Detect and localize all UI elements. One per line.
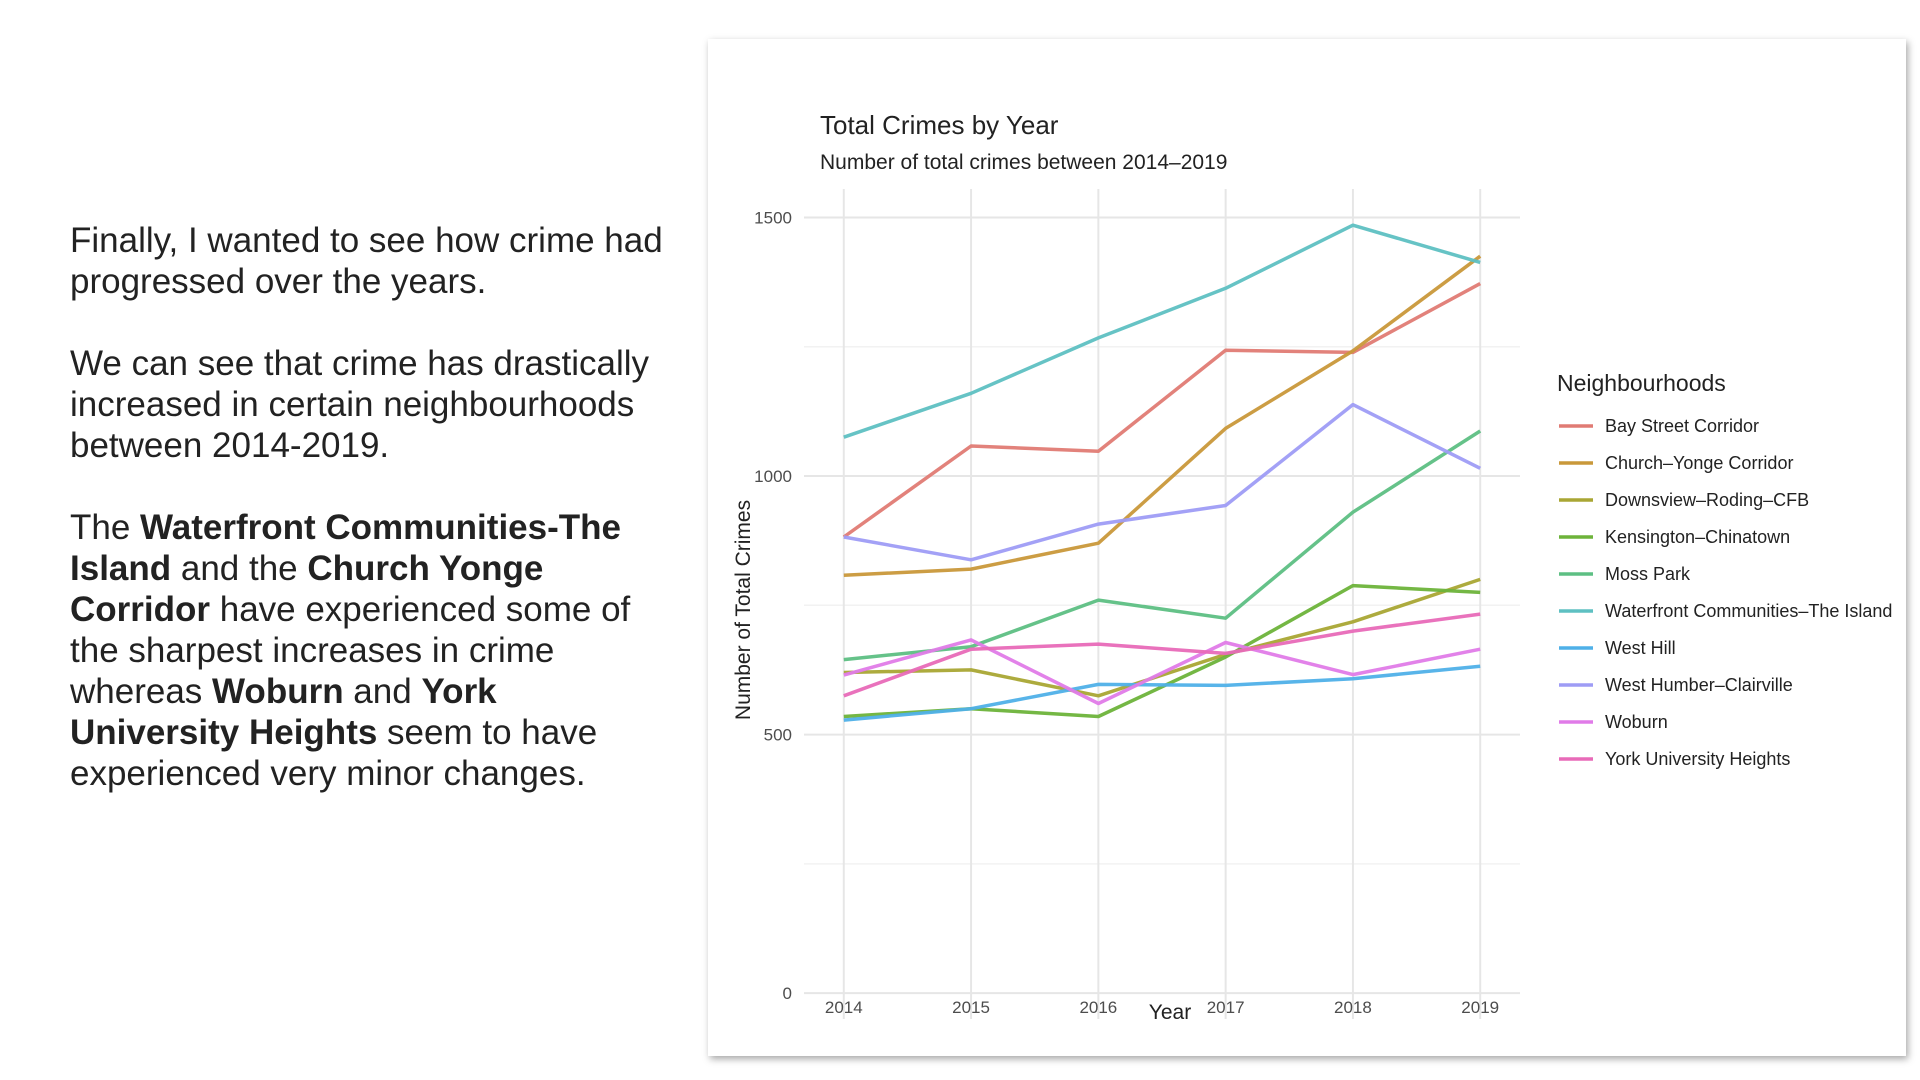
comparison-text-5: seem to have experienced very minor chan… xyxy=(70,713,598,793)
chart-title: Total Crimes by Year xyxy=(820,110,1059,140)
x-tick-label: 2018 xyxy=(1334,998,1372,1017)
x-tick-label: 2019 xyxy=(1461,998,1499,1017)
comparison-text-4: and xyxy=(343,672,422,711)
comparison-text-3: have experienced some of the sharpest in… xyxy=(70,590,631,711)
comparison-text-2: and the xyxy=(171,549,308,588)
legend-label: Waterfront Communities–The Island xyxy=(1605,601,1892,621)
legend-label: Woburn xyxy=(1605,712,1668,732)
series-line-woburn xyxy=(843,638,1481,706)
series-line-downsview-roding-cfb xyxy=(843,577,1481,698)
x-tick-label: 2016 xyxy=(1079,998,1117,1017)
series-line-bay-street-corridor xyxy=(842,282,1482,539)
y-tick-label: 500 xyxy=(764,726,792,745)
y-axis-title: Number of Total Crimes xyxy=(732,500,755,720)
trend-paragraph: We can see that crime has drastically in… xyxy=(70,344,650,465)
x-tick-label: 2015 xyxy=(952,998,990,1017)
series-line-church-yonge-corridor xyxy=(843,254,1482,578)
y-tick-labels: 0 500 1000 1500 xyxy=(754,208,792,1003)
series-lines xyxy=(842,223,1482,722)
series-line-west-humber-clairville xyxy=(843,402,1481,562)
x-tick-label: 2014 xyxy=(825,998,863,1017)
highlight-woburn: Woburn xyxy=(212,672,344,711)
comparison-text-1: The xyxy=(70,508,141,547)
y-tick-label: 0 xyxy=(783,984,792,1003)
y-tick-label: 1500 xyxy=(754,208,792,227)
line-chart: 0 500 1000 1500 2014 2015 2016 2017 2018 2019 To… xyxy=(732,110,1892,1024)
series-line-west-hill xyxy=(843,664,1481,722)
highlight-church-yonge: Church Yonge Corridor xyxy=(70,549,544,629)
x-tick-label: 2017 xyxy=(1207,998,1245,1017)
chart-subtitle: Number of total crimes between 2014–2019 xyxy=(820,151,1227,174)
series-line-moss-park xyxy=(843,429,1482,662)
text-panel: Finally, I wanted to see how crime had p… xyxy=(70,220,670,835)
chart-card: 0 500 1000 1500 2014 2015 2016 2017 2018 2019 To… xyxy=(708,39,1906,1056)
legend-label: Moss Park xyxy=(1605,564,1691,584)
legend-label: Kensington–Chinatown xyxy=(1605,527,1790,547)
legend-label: Downsview–Roding–CFB xyxy=(1605,490,1809,510)
series-line-waterfront-communities-the-island xyxy=(843,223,1481,439)
legend-label: West Humber–Clairville xyxy=(1605,675,1793,695)
intro-paragraph: Finally, I wanted to see how crime had p… xyxy=(70,221,663,301)
legend-label: Church–Yonge Corridor xyxy=(1605,453,1793,473)
grid-layer xyxy=(804,189,1520,1019)
comparison-paragraph: The Waterfront Communities-The Island an… xyxy=(70,507,670,794)
legend-label: West Hill xyxy=(1605,638,1676,658)
legend-label: Bay Street Corridor xyxy=(1605,416,1759,436)
highlight-waterfront: Waterfront Communities-The Island xyxy=(70,508,621,588)
series-line-york-university-heights xyxy=(843,612,1481,698)
x-axis-title: Year xyxy=(1149,1001,1191,1024)
y-tick-label: 1000 xyxy=(754,467,792,486)
legend-title: Neighbourhoods xyxy=(1557,370,1726,396)
legend-label: York University Heights xyxy=(1605,749,1790,769)
highlight-york-university: York University Heights xyxy=(70,672,497,752)
x-tick-labels: 2014 2015 2016 2017 2018 2019 xyxy=(825,998,1499,1017)
legend: Neighbourhoods Bay Street Corridor Church… xyxy=(1557,370,1892,769)
